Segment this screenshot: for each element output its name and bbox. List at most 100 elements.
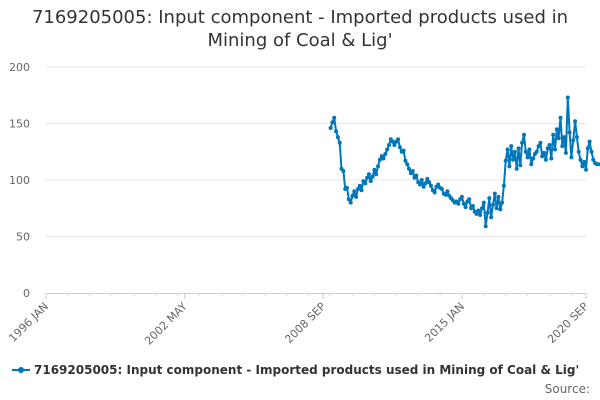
data-point xyxy=(381,156,386,161)
data-point xyxy=(585,146,590,151)
data-point xyxy=(423,181,428,186)
data-point xyxy=(392,143,397,147)
data-point xyxy=(538,140,543,145)
data-point xyxy=(578,157,583,162)
data-point xyxy=(366,172,371,177)
data-point xyxy=(522,132,526,137)
data-point xyxy=(540,154,545,159)
data-point xyxy=(573,119,578,124)
data-point xyxy=(414,173,419,178)
data-point xyxy=(529,162,534,167)
y-tick-label: 50 xyxy=(16,231,30,244)
data-point xyxy=(356,187,360,191)
data-point xyxy=(501,183,506,188)
data-point xyxy=(571,138,576,143)
data-point xyxy=(587,139,592,144)
chart-title: 7169205005: Input component - Imported p… xyxy=(0,6,600,52)
data-point xyxy=(491,202,495,207)
data-point xyxy=(580,164,585,169)
data-point xyxy=(591,157,596,162)
data-point xyxy=(330,120,335,125)
legend-swatch-icon xyxy=(12,364,30,376)
data-point xyxy=(596,162,600,167)
data-point xyxy=(569,155,574,160)
y-tick-label: 150 xyxy=(9,118,30,131)
data-point xyxy=(350,193,355,198)
data-point xyxy=(492,191,497,196)
data-point xyxy=(374,172,379,177)
data-point xyxy=(348,200,353,205)
data-point xyxy=(496,194,501,199)
data-point xyxy=(549,156,554,161)
data-point xyxy=(427,180,432,185)
data-point xyxy=(516,146,521,151)
data-point xyxy=(467,197,472,202)
data-point xyxy=(372,167,377,172)
data-point xyxy=(518,163,523,168)
data-point xyxy=(346,197,351,202)
data-point xyxy=(562,135,567,140)
chart-title-line-1: 7169205005: Input component - Imported p… xyxy=(31,7,569,28)
y-tick-label: 100 xyxy=(9,174,30,187)
data-point xyxy=(576,149,581,154)
data-point xyxy=(341,169,346,173)
data-point xyxy=(365,175,370,180)
data-point xyxy=(509,144,514,149)
data-point xyxy=(542,150,546,155)
data-point xyxy=(554,127,559,132)
data-point xyxy=(500,200,505,205)
x-tick-label: 1996 JAN xyxy=(6,300,51,345)
y-tick-label: 0 xyxy=(23,287,30,300)
data-point xyxy=(432,190,437,195)
x-tick-label: 2015 JAN xyxy=(422,300,467,345)
data-point xyxy=(487,196,492,201)
data-point xyxy=(335,135,340,140)
data-point xyxy=(425,176,430,181)
data-point xyxy=(385,147,390,152)
data-point xyxy=(436,182,441,187)
data-point xyxy=(545,146,550,151)
data-point xyxy=(485,210,490,215)
data-point xyxy=(383,152,388,156)
chart-title-line-2: Mining of Coal & Lig' xyxy=(207,30,393,51)
data-point xyxy=(507,164,512,169)
data-point xyxy=(567,130,572,135)
legend[interactable]: 7169205005: Input component - Imported p… xyxy=(12,363,579,377)
data-point xyxy=(456,201,461,206)
data-point xyxy=(396,137,401,142)
source-label: Source: xyxy=(544,382,590,396)
data-point xyxy=(498,207,503,212)
data-point xyxy=(483,224,488,229)
data-point xyxy=(397,145,402,150)
data-point xyxy=(520,140,525,145)
data-point xyxy=(565,95,570,100)
data-point xyxy=(418,182,422,187)
data-point xyxy=(560,144,565,149)
data-point xyxy=(445,189,450,194)
data-point xyxy=(390,139,395,144)
data-point xyxy=(368,179,373,184)
data-point xyxy=(489,215,494,220)
data-point xyxy=(377,157,382,162)
data-point xyxy=(419,178,424,182)
data-point xyxy=(589,149,594,154)
data-point xyxy=(407,166,411,171)
data-point xyxy=(401,148,406,153)
x-tick-label: 2020 SEP xyxy=(545,300,591,346)
data-point xyxy=(512,149,517,154)
data-point xyxy=(376,164,380,169)
data-point xyxy=(332,115,337,120)
data-point xyxy=(534,149,539,154)
data-point xyxy=(563,150,568,155)
data-point xyxy=(525,155,530,160)
data-point xyxy=(505,147,510,152)
data-point xyxy=(584,167,588,172)
data-point xyxy=(474,211,479,216)
data-point xyxy=(553,147,557,152)
data-point xyxy=(352,189,357,194)
data-point xyxy=(558,115,563,120)
data-point xyxy=(387,143,391,147)
data-point xyxy=(461,201,466,206)
data-point xyxy=(410,169,415,173)
